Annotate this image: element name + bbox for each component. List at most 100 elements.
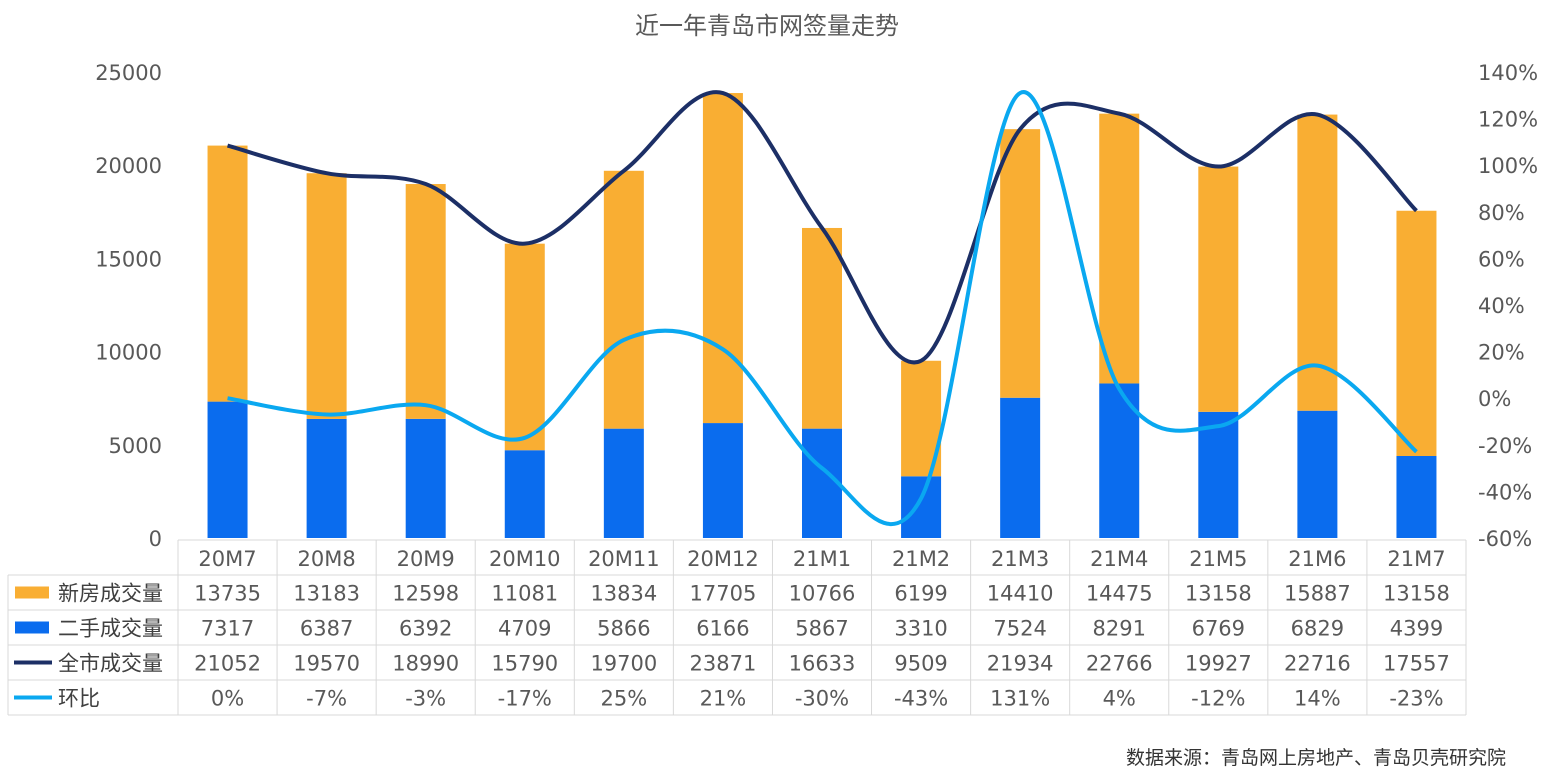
- x-tick-label: 21M1: [793, 547, 851, 571]
- legend-label: 新房成交量: [58, 582, 163, 606]
- y-right-tick-label: 20%: [1478, 341, 1525, 365]
- table-cell: 16633: [789, 652, 856, 676]
- x-tick-label: 21M7: [1387, 547, 1445, 571]
- bar-二手成交量: [207, 401, 248, 538]
- x-tick-label: 20M9: [397, 547, 455, 571]
- bar-新房成交量: [802, 227, 842, 429]
- table-cell: 6199: [894, 582, 947, 606]
- table-cell: 15790: [491, 652, 558, 676]
- table-cell: 14%: [1294, 687, 1341, 711]
- legend-label: 环比: [58, 687, 100, 711]
- table-cell: 4399: [1390, 617, 1443, 641]
- bar-二手成交量: [504, 450, 545, 538]
- bar-新房成交量: [1099, 113, 1140, 384]
- y-left-tick-label: 25000: [95, 61, 162, 85]
- table-cell: 19570: [293, 652, 360, 676]
- legend-label: 二手成交量: [58, 617, 163, 641]
- table-cell: 9509: [894, 652, 947, 676]
- bar-二手成交量: [1396, 456, 1437, 538]
- y-right-tick-label: 40%: [1478, 294, 1525, 318]
- bar-二手成交量: [802, 428, 842, 538]
- bar-二手成交量: [1198, 411, 1239, 538]
- table-cell: 11081: [491, 582, 558, 606]
- table-cell: 6387: [300, 617, 353, 641]
- y-right-tick-label: 80%: [1478, 201, 1525, 225]
- x-tick-label: 21M2: [892, 547, 950, 571]
- table-cell: 0%: [211, 687, 244, 711]
- lines: [227, 90, 1418, 527]
- bar-新房成交量: [504, 243, 545, 451]
- bar-新房成交量: [405, 184, 446, 419]
- x-tick-label: 21M6: [1288, 547, 1346, 571]
- bar-新房成交量: [702, 93, 743, 424]
- table-cell: 13183: [293, 582, 360, 606]
- y-right-tick-label: -20%: [1478, 434, 1532, 458]
- table-cell: 21%: [700, 687, 747, 711]
- bar-二手成交量: [1000, 397, 1041, 538]
- table-cell: 10766: [789, 582, 856, 606]
- y-left-tick-label: 0: [149, 527, 162, 551]
- x-tick-label: 20M11: [588, 547, 660, 571]
- y-left-tick-label: 15000: [95, 247, 162, 271]
- y-left-tick-label: 10000: [95, 341, 162, 365]
- table-cell: -43%: [894, 687, 948, 711]
- y-right-tick-label: -40%: [1478, 480, 1532, 504]
- bar-二手成交量: [901, 476, 942, 538]
- table-cell: 22716: [1284, 652, 1351, 676]
- x-tick-label: 20M8: [298, 547, 356, 571]
- x-tick-label: 21M5: [1189, 547, 1247, 571]
- table-cell: -17%: [498, 687, 552, 711]
- bar-二手成交量: [702, 423, 743, 538]
- bar-新房成交量: [1297, 114, 1338, 411]
- table-cell: 8291: [1093, 617, 1146, 641]
- table-cell: 17557: [1383, 652, 1450, 676]
- table-cell: 6829: [1291, 617, 1344, 641]
- table-cell: 7524: [993, 617, 1046, 641]
- table-cell: 18990: [392, 652, 459, 676]
- table-cell: -30%: [795, 687, 849, 711]
- y-axis-right: -60% -40% -20% 0% 20% 40% 60% 80% 100% 120% 140%: [1478, 61, 1538, 551]
- y-right-tick-label: -60%: [1478, 527, 1532, 551]
- x-tick-label: 21M4: [1090, 547, 1148, 571]
- table-cell: 13158: [1383, 582, 1450, 606]
- table-cell: 6166: [696, 617, 749, 641]
- bar-二手成交量: [603, 428, 644, 538]
- x-tick-label: 20M7: [198, 547, 256, 571]
- y-right-tick-label: 100%: [1478, 154, 1538, 178]
- table-cell: 131%: [990, 687, 1050, 711]
- table-cell: -7%: [306, 687, 347, 711]
- table-cell: 6392: [399, 617, 452, 641]
- table-cell: 21052: [194, 652, 261, 676]
- data-table: 20M7 20M8 20M9 20M10 20M11 20M12 21M1 21M2 21M3 2…: [7, 539, 1467, 716]
- legend-key: [15, 621, 49, 634]
- y-right-tick-label: 0%: [1478, 387, 1511, 411]
- x-tick-label: 20M12: [687, 547, 759, 571]
- line-环比: [227, 90, 1418, 527]
- table-cell: 12598: [392, 582, 459, 606]
- y-right-tick-label: 60%: [1478, 247, 1525, 271]
- table-cell: 13735: [194, 582, 261, 606]
- table-cell: 7317: [201, 617, 254, 641]
- bar-二手成交量: [405, 418, 446, 538]
- line-全市成交量: [227, 90, 1418, 365]
- table-cell: 17705: [690, 582, 757, 606]
- table-cell: 22766: [1086, 652, 1153, 676]
- table-cell: 19927: [1185, 652, 1252, 676]
- legend-label: 全市成交量: [58, 652, 163, 676]
- y-left-tick-label: 20000: [95, 154, 162, 178]
- table-cell: 13834: [590, 582, 657, 606]
- table-cell: -12%: [1191, 687, 1245, 711]
- table-cell: 14475: [1086, 582, 1153, 606]
- table-cell: 23871: [690, 652, 757, 676]
- bar-新房成交量: [306, 173, 347, 419]
- legend-key: [15, 586, 49, 599]
- table-cell: -23%: [1389, 687, 1443, 711]
- y-axis-left: 0 5000 10000 15000 20000 25000: [95, 61, 162, 551]
- x-tick-label: 20M10: [489, 547, 561, 571]
- bar-新房成交量: [1396, 210, 1437, 457]
- y-right-tick-label: 140%: [1478, 61, 1538, 85]
- table-cell: 19700: [590, 652, 657, 676]
- table-cell: 15887: [1284, 582, 1351, 606]
- table-cell: -3%: [405, 687, 446, 711]
